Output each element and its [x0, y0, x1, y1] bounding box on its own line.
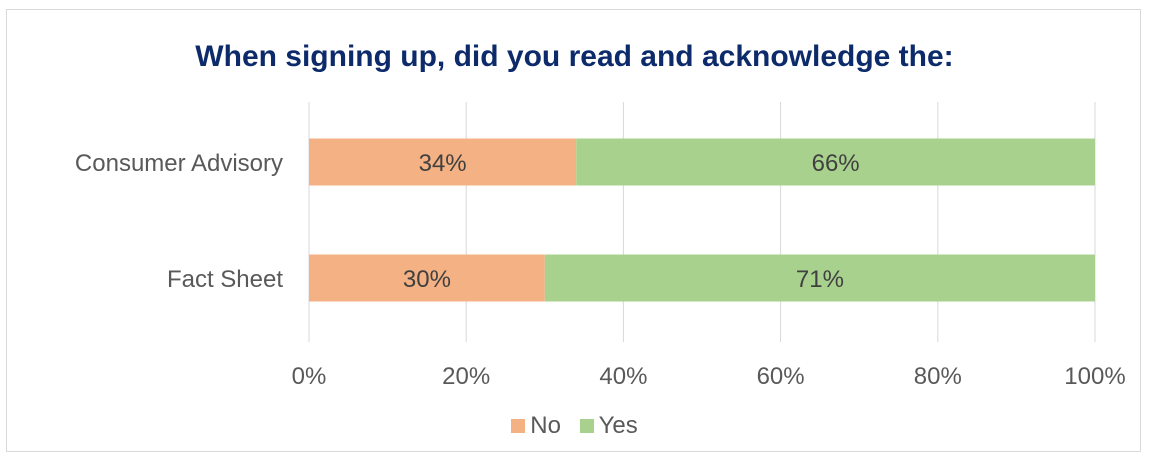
x-tick-label: 20%: [442, 363, 490, 390]
category-label: Consumer Advisory: [75, 150, 283, 177]
bar-segment-no: [309, 254, 545, 302]
data-labels: 34% 66% 30% 71%: [403, 150, 860, 293]
legend-label-no: No: [530, 412, 561, 439]
legend-label-yes: Yes: [598, 412, 638, 439]
legend-swatch-no: [511, 419, 526, 433]
legend: No Yes: [0, 412, 1149, 440]
data-label: 34%: [419, 150, 467, 177]
bar-segment-yes: [576, 138, 1095, 186]
category-label: Fact Sheet: [167, 266, 283, 293]
legend-swatch-yes: [579, 419, 594, 433]
chart-title: When signing up, did you read and acknow…: [195, 40, 954, 73]
x-tick-labels: 0% 20% 40% 60% 80% 100%: [292, 363, 1126, 390]
bar-segment-no: [309, 138, 577, 186]
gridlines: [308, 102, 1096, 342]
bar-segment-yes: [544, 254, 1095, 302]
x-tick-label: 40%: [599, 363, 647, 390]
data-label: 71%: [796, 266, 844, 293]
category-labels: Consumer Advisory Fact Sheet: [75, 150, 283, 293]
data-label: 30%: [403, 266, 451, 293]
legend-item-no: No: [511, 412, 561, 440]
legend-item-yes: Yes: [579, 412, 638, 440]
x-tick-label: 0%: [292, 363, 327, 390]
data-label: 66%: [812, 150, 860, 177]
x-tick-label: 60%: [757, 363, 805, 390]
chart-frame: [6, 9, 1141, 452]
x-tick-label: 80%: [914, 363, 962, 390]
bars: [309, 138, 1095, 302]
x-tick-label: 100%: [1064, 363, 1125, 390]
